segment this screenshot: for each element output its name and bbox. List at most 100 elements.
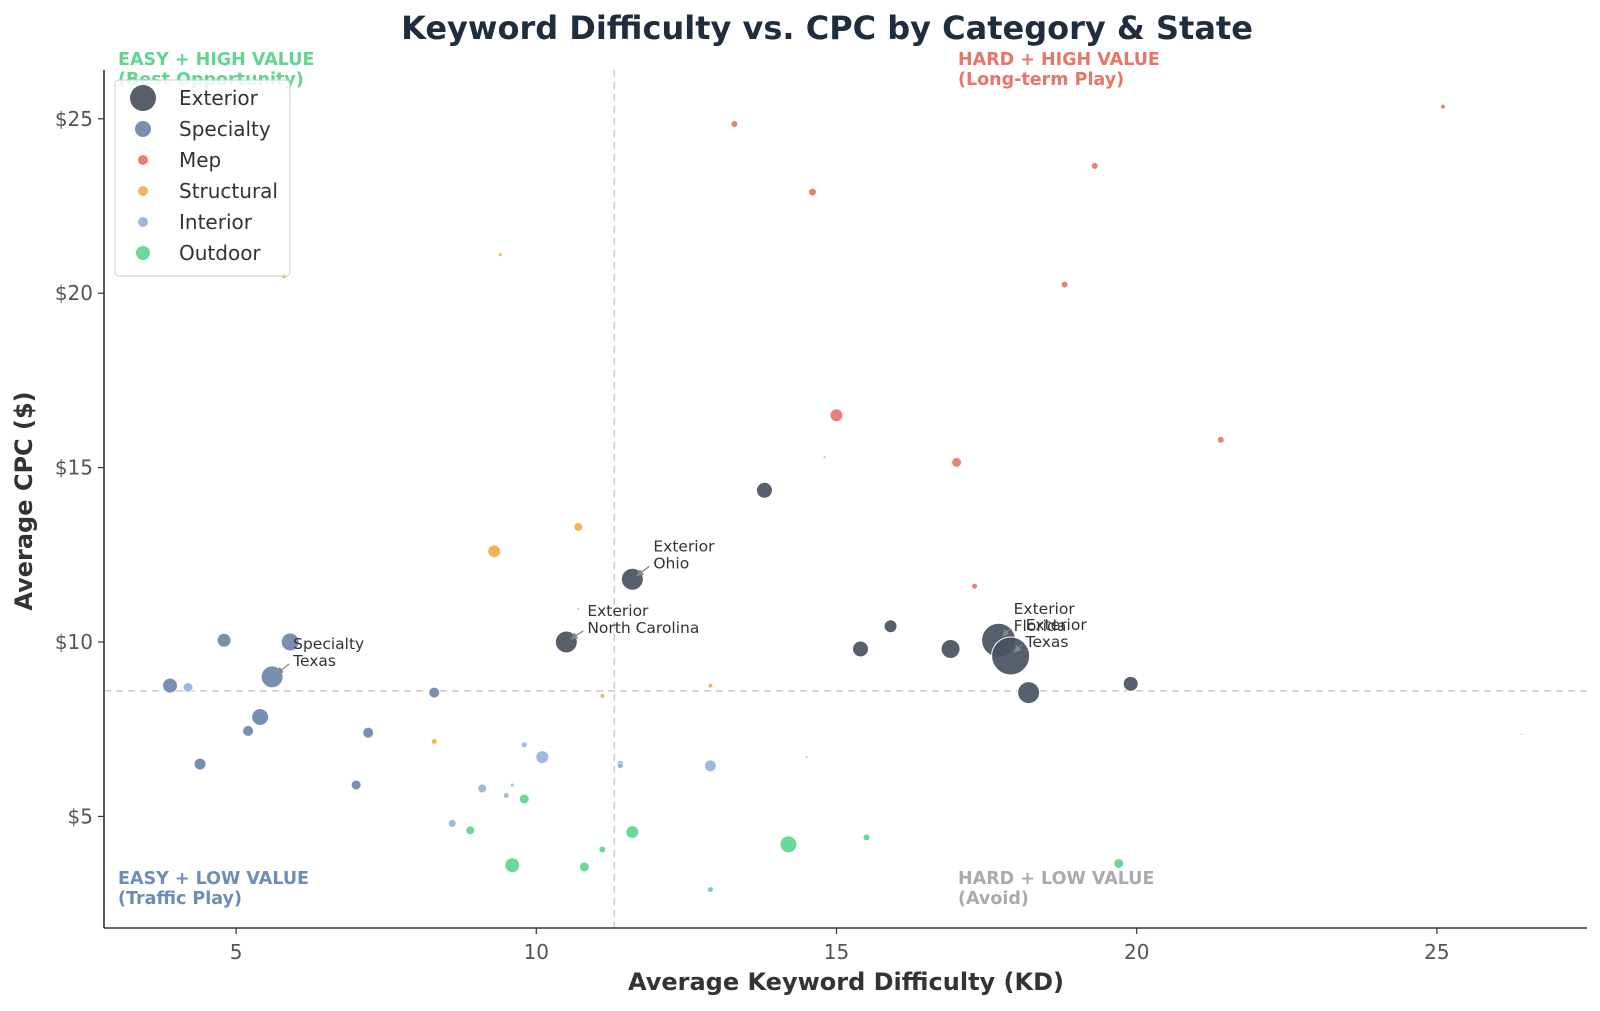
data-point <box>242 724 255 737</box>
data-point <box>1090 161 1099 170</box>
data-point <box>350 779 362 791</box>
data-point <box>280 632 300 652</box>
annotation-label: North Carolina <box>587 619 699 637</box>
data-point <box>951 456 963 468</box>
data-point <box>1017 681 1041 705</box>
quadrant-label-top-right: HARD + HIGH VALUE <box>958 50 1160 70</box>
axes <box>103 70 1587 929</box>
data-point <box>971 582 979 590</box>
legend-item-outdoor: Outdoor <box>179 241 261 265</box>
legend-marker <box>136 246 150 260</box>
x-tick-label: 5 <box>230 940 243 964</box>
legend-item-mep: Mep <box>179 148 221 172</box>
data-point <box>804 755 809 760</box>
data-point <box>520 741 528 749</box>
data-point <box>829 408 844 423</box>
y-tick-label: $20 <box>55 281 93 305</box>
data-point <box>573 521 584 532</box>
data-point <box>182 681 194 693</box>
legend-marker <box>135 121 151 137</box>
data-point <box>991 636 1031 676</box>
data-point <box>518 793 530 805</box>
quadrant-label-bottom-right: HARD + LOW VALUE <box>958 869 1154 889</box>
data-point <box>599 693 606 700</box>
annotation-arrowhead <box>1014 644 1022 653</box>
data-point <box>1519 732 1523 737</box>
data-point <box>162 677 179 694</box>
series-interior <box>182 681 1523 828</box>
annotation-arrowhead <box>276 666 284 674</box>
data-point <box>497 252 503 258</box>
chart-title: Keyword Difficulty vs. CPC by Category &… <box>401 9 1253 47</box>
series-specialty <box>162 632 625 791</box>
data-point <box>504 857 521 874</box>
legend-item-structural: Structural <box>179 179 278 203</box>
y-tick-label: $15 <box>55 456 93 480</box>
data-point <box>706 886 714 894</box>
y-tick-label: $5 <box>68 804 93 828</box>
data-point <box>576 606 581 611</box>
data-point <box>703 759 717 773</box>
annotation-arrowhead <box>570 632 579 640</box>
data-point <box>1216 435 1225 444</box>
annotation-label: Specialty <box>293 635 364 653</box>
data-point <box>598 845 607 854</box>
data-point <box>730 120 739 129</box>
legend-item-interior: Interior <box>179 210 253 234</box>
x-tick-label: 15 <box>824 940 849 964</box>
data-point <box>616 762 624 770</box>
data-point <box>1113 857 1125 869</box>
series-outdoor <box>465 793 1125 894</box>
data-point <box>883 619 898 634</box>
y-tick-label: $25 <box>55 107 93 131</box>
y-axis-label: Average CPC ($) <box>10 391 38 610</box>
data-point <box>578 861 590 873</box>
data-point <box>822 455 827 460</box>
data-point <box>477 783 488 794</box>
reference-lines <box>104 70 1587 928</box>
annotation-arrowhead <box>636 569 645 577</box>
series-structural <box>280 252 827 760</box>
annotation-label: Florida <box>1014 617 1067 635</box>
axis-ticks: 5 10 15 20 25 $5 $10 $15 $20 $25 <box>55 107 1450 964</box>
series-exterior <box>554 481 1139 705</box>
data-point <box>1439 103 1446 110</box>
data-point <box>755 481 773 499</box>
data-point <box>625 825 640 840</box>
legend: Exterior Specialty Mep Structural Interior Ou… <box>114 79 291 277</box>
data-point <box>428 686 441 699</box>
annotation-arrowhead <box>1002 629 1010 637</box>
data-point <box>447 818 457 828</box>
data-points <box>162 103 1523 894</box>
series-mep <box>730 103 1446 590</box>
quadrant-label-bottom-left: EASY + LOW VALUE <box>118 869 309 889</box>
legend-marker <box>130 85 156 111</box>
legend-marker <box>138 186 148 196</box>
data-point <box>1060 280 1069 289</box>
annotation-label: Exterior <box>653 537 715 555</box>
annotation-label: Ohio <box>653 554 689 572</box>
x-tick-label: 10 <box>524 940 549 964</box>
data-point <box>509 782 515 788</box>
x-axis-label: Average Keyword Difficulty (KD) <box>628 968 1064 996</box>
data-point <box>807 187 817 197</box>
data-point <box>707 682 714 689</box>
annotation-label: Texas <box>1025 633 1069 651</box>
x-tick-label: 20 <box>1124 940 1149 964</box>
data-point <box>502 791 510 799</box>
data-point <box>1122 675 1139 692</box>
data-point <box>193 757 207 771</box>
legend-marker <box>138 155 148 165</box>
legend-item-exterior: Exterior <box>179 86 259 110</box>
data-point <box>251 707 270 726</box>
quadrant-label-top-left: EASY + HIGH VALUE <box>118 50 314 70</box>
data-point <box>862 833 871 842</box>
y-tick-label: $10 <box>55 630 93 654</box>
legend-item-specialty: Specialty <box>179 117 271 141</box>
